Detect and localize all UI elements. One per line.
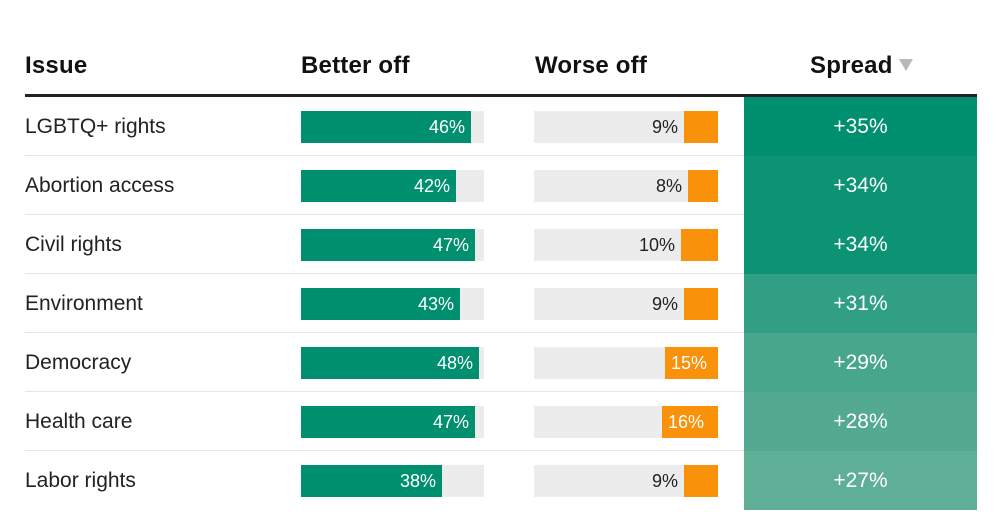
worse-off-bar[interactable] <box>665 347 718 379</box>
better-off-track: 47% <box>301 406 484 438</box>
table-row: Labor rights 38% 9% +27% <box>25 451 977 510</box>
worse-off-bar[interactable] <box>681 229 718 261</box>
spread-value: +28% <box>744 392 977 451</box>
better-off-bar[interactable] <box>301 288 460 320</box>
row-divider <box>25 155 744 156</box>
worse-off-bar[interactable] <box>684 465 718 497</box>
better-off-track: 43% <box>301 288 484 320</box>
worse-off-track: 16% <box>534 406 718 438</box>
spread-value: +35% <box>744 97 977 156</box>
worse-off-track: 9% <box>534 111 718 143</box>
issue-label: Abortion access <box>25 174 175 197</box>
issue-label: Labor rights <box>25 469 136 492</box>
table-row: LGBTQ+ rights 46% 9% +35% <box>25 97 977 156</box>
table-row: Democracy 48% 15% +29% <box>25 333 977 392</box>
issue-label: Democracy <box>25 351 132 374</box>
better-off-bar[interactable] <box>301 406 475 438</box>
worse-off-track: 9% <box>534 465 718 497</box>
worse-off-bar[interactable] <box>684 111 718 143</box>
better-off-track: 46% <box>301 111 484 143</box>
worse-off-value: 9% <box>651 471 678 491</box>
worse-off-bar[interactable] <box>684 288 718 320</box>
header-rule <box>25 94 977 97</box>
spread-value: +34% <box>744 215 977 274</box>
table-row: Abortion access 42% 8% +34% <box>25 156 977 215</box>
better-off-track: 48% <box>301 347 484 379</box>
better-off-track: 42% <box>301 170 484 202</box>
worse-off-value: 8% <box>655 176 682 196</box>
worse-off-value: 9% <box>651 294 678 314</box>
spread-value: +31% <box>744 274 977 333</box>
better-off-value: 43% <box>417 294 454 314</box>
column-header-spread[interactable]: Spread <box>810 52 913 80</box>
table-row: Civil rights 47% 10% +34% <box>25 215 977 274</box>
column-header-worse-off[interactable]: Worse off <box>535 52 648 79</box>
worse-off-track: 10% <box>534 229 718 261</box>
sort-descending-icon[interactable] <box>898 58 913 71</box>
worse-off-value: 9% <box>651 117 678 137</box>
column-header-better-off[interactable]: Better off <box>301 52 410 79</box>
better-off-track: 47% <box>301 229 484 261</box>
row-divider <box>25 332 744 333</box>
worse-off-bar[interactable] <box>688 170 718 202</box>
column-header-issue[interactable]: Issue <box>25 52 88 79</box>
better-off-value: 38% <box>399 471 436 491</box>
worse-off-value: 10% <box>638 235 675 255</box>
row-divider <box>25 214 744 215</box>
spread-value: +27% <box>744 451 977 510</box>
table-row: Environment 43% 9% +31% <box>25 274 977 333</box>
issue-label: Health care <box>25 410 133 433</box>
row-divider <box>25 391 744 392</box>
spread-value: +29% <box>744 333 977 392</box>
better-off-bar[interactable] <box>301 347 479 379</box>
column-header-spread-label: Spread <box>810 52 893 79</box>
better-off-bar[interactable] <box>301 170 456 202</box>
better-off-value: 47% <box>432 412 469 432</box>
better-off-bar[interactable] <box>301 229 475 261</box>
worse-off-track: 8% <box>534 170 718 202</box>
row-divider <box>25 450 744 451</box>
better-off-value: 42% <box>413 176 450 196</box>
row-divider <box>25 273 744 274</box>
issue-label: Environment <box>25 292 143 315</box>
worse-off-track: 15% <box>534 347 718 379</box>
better-off-value: 47% <box>432 235 469 255</box>
worse-off-value: 16% <box>667 412 704 432</box>
issue-label: Civil rights <box>25 233 122 256</box>
better-off-track: 38% <box>301 465 484 497</box>
worse-off-value: 15% <box>670 353 707 373</box>
better-off-value: 48% <box>436 353 473 373</box>
better-off-bar[interactable] <box>301 465 442 497</box>
worse-off-bar[interactable] <box>662 406 718 438</box>
table-row: Health care 47% 16% +28% <box>25 392 977 451</box>
better-off-value: 46% <box>428 117 465 137</box>
issue-label: LGBTQ+ rights <box>25 115 166 138</box>
better-off-bar[interactable] <box>301 111 471 143</box>
worse-off-track: 9% <box>534 288 718 320</box>
spread-value: +34% <box>744 156 977 215</box>
